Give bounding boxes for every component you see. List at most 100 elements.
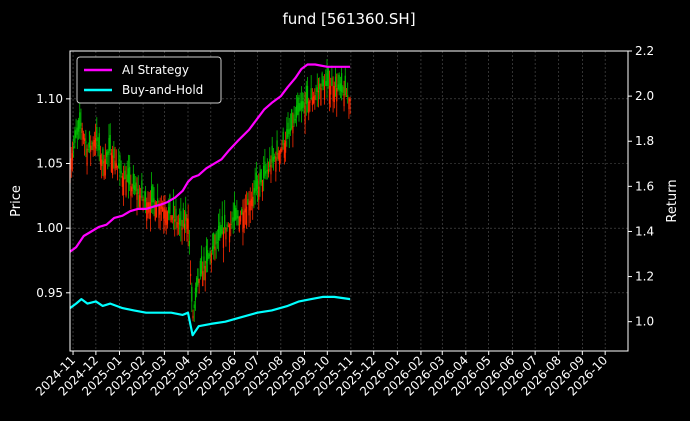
price-candle-body (233, 202, 236, 221)
price-candle-body (221, 216, 223, 234)
series-line-buy-and-hold (69, 295, 351, 337)
price-candle-body (105, 151, 108, 158)
price-candle-body (115, 163, 117, 169)
price-candle-body (118, 163, 120, 169)
price-candle-body (250, 198, 253, 206)
price-candle-body (88, 131, 91, 148)
chart-title: fund [561360.SH] (282, 10, 415, 28)
price-candle-body (254, 180, 256, 193)
price-candle-body (73, 146, 75, 148)
price-candle-body (198, 278, 200, 283)
price-candle-body (172, 201, 175, 218)
price-candle-body (116, 165, 119, 167)
price-candle-body (113, 148, 115, 159)
price-candle-body (281, 146, 283, 151)
price-candle-body (286, 129, 288, 140)
price-candle-body (247, 199, 249, 205)
price-candle-body (317, 90, 320, 93)
price-candle-body (92, 141, 94, 151)
price-candle-body (151, 186, 153, 203)
series-line-ai-strategy (69, 63, 351, 253)
price-candle-body (326, 73, 328, 86)
price-candle-body (342, 86, 344, 93)
price-candle-body (181, 227, 183, 230)
price-candle-body (294, 119, 296, 121)
price-candle-body (124, 170, 126, 180)
price-candle-body (154, 202, 156, 221)
price-candle-body (319, 83, 321, 90)
price-candle-body (183, 223, 186, 230)
price-candle-body (242, 212, 244, 232)
price-candle-body (311, 97, 313, 106)
price-candle-body (108, 137, 110, 153)
price-candle-body (327, 68, 329, 86)
price-candle-body (175, 208, 177, 221)
price-candle-body (120, 170, 122, 174)
price-candle-body (248, 202, 250, 216)
price-candle-body (159, 204, 161, 215)
price-candle-body (81, 127, 83, 133)
price-candle-body (255, 172, 257, 191)
right-axis-label: Return (665, 179, 680, 222)
price-candle-body (293, 114, 295, 124)
price-candle-body (99, 154, 102, 165)
price-candle-body (143, 199, 145, 201)
price-candle-body (227, 225, 229, 227)
price-candle-body (230, 223, 232, 225)
price-candle-body (235, 208, 237, 220)
price-candle-body (315, 93, 317, 95)
price-candle-body (289, 128, 292, 132)
price-candle-body (121, 176, 123, 187)
price-candle-body (98, 133, 100, 151)
price-candle-body (112, 155, 114, 175)
legend-box (76, 56, 222, 104)
right-tick-label: 1.0 (635, 315, 654, 329)
price-candle-body (270, 164, 272, 175)
price-candle-body (82, 133, 84, 140)
price-candle-body (238, 216, 240, 232)
price-candle-body (345, 95, 348, 97)
price-candle-body (217, 225, 220, 241)
price-candle-body (193, 304, 195, 309)
right-tick-label: 1.6 (635, 179, 654, 193)
price-candle-body (137, 188, 139, 194)
price-candle-body (252, 196, 254, 207)
price-candle-body (260, 169, 262, 183)
left-axis-label: Price (9, 185, 24, 217)
price-candle-body (185, 211, 187, 221)
price-candle-body (84, 138, 86, 142)
price-candle-body (297, 97, 299, 115)
price-candle-body (161, 207, 164, 212)
price-candle-body (213, 233, 215, 249)
price-candle-body (308, 101, 310, 114)
price-candle-body (70, 158, 72, 170)
price-candle-body (313, 96, 315, 104)
price-candle-body (163, 208, 165, 219)
price-candle-body (170, 215, 172, 223)
price-candle-body (334, 76, 337, 88)
price-candle-body (200, 256, 203, 274)
price-candle-body (171, 216, 173, 220)
price-candle-body (130, 185, 132, 196)
price-candle-body (215, 232, 217, 245)
price-candle-body (253, 187, 255, 195)
price-candle-body (265, 171, 267, 174)
right-tick-label: 1.4 (635, 224, 654, 238)
price-candle-body (303, 101, 305, 107)
price-candle-body (292, 125, 294, 134)
price-candle-body (204, 265, 206, 281)
price-candle-body (149, 202, 151, 219)
price-candle-body (166, 211, 169, 225)
price-candle-body (103, 161, 105, 178)
price-candle-body (186, 217, 188, 230)
price-candle-body (266, 169, 268, 172)
price-candle-body (71, 153, 74, 160)
price-candle-body (214, 246, 216, 251)
price-candle-body (135, 182, 137, 192)
price-candle-body (305, 85, 307, 105)
price-candle-body (160, 205, 162, 209)
price-candle-body (302, 101, 304, 109)
price-candle-body (222, 231, 225, 248)
price-candle-body (77, 119, 80, 132)
